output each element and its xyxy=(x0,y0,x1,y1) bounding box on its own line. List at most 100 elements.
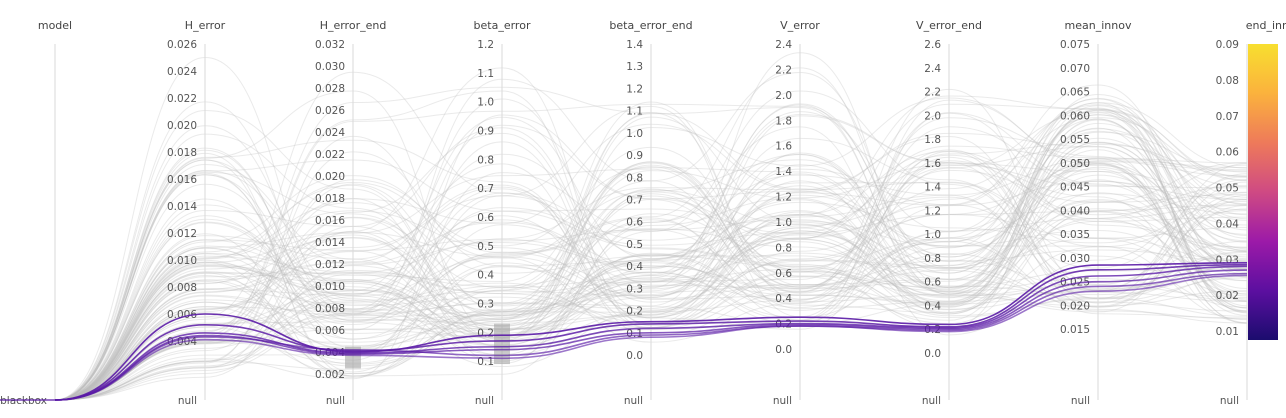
highlighted-run-line[interactable] xyxy=(54,262,1248,401)
background-run-line xyxy=(54,90,1248,401)
axis-V_error_end[interactable]: V_error_end0.00.20.40.60.81.01.21.41.61.… xyxy=(916,19,982,407)
tick-label: 0.4 xyxy=(775,293,792,305)
background-run-line xyxy=(54,128,1248,401)
axis-title: model xyxy=(38,19,72,32)
tick-label: 0.015 xyxy=(1060,324,1090,336)
background-run-line xyxy=(54,182,1248,401)
axis-H_error[interactable]: H_error0.0040.0060.0080.0100.0120.0140.0… xyxy=(167,19,226,407)
tick-label: 0.02 xyxy=(1216,290,1239,302)
background-run-line xyxy=(54,94,1248,401)
background-run-line xyxy=(54,146,1248,401)
tick-label: 1.0 xyxy=(626,128,643,140)
axis-H_error_end[interactable]: H_error_end0.0020.0040.0060.0080.0100.01… xyxy=(315,19,386,407)
tick-label: 0.2 xyxy=(477,327,494,339)
background-run-line xyxy=(54,216,1248,401)
background-run-line xyxy=(54,239,1248,401)
highlighted-run-line[interactable] xyxy=(54,263,1248,401)
background-run-line xyxy=(54,112,1248,401)
tick-label: 0.055 xyxy=(1060,134,1090,146)
tick-label: 0.06 xyxy=(1216,147,1240,159)
background-run-line xyxy=(54,159,1248,401)
background-run-line xyxy=(54,126,1248,401)
tick-label: 1.2 xyxy=(924,205,941,217)
tick-label: 0.6 xyxy=(775,268,792,280)
tick-label: 0.022 xyxy=(167,93,197,105)
tick-label: 0.1 xyxy=(477,356,494,368)
background-run-line xyxy=(54,112,1248,401)
axis-title: H_error xyxy=(185,19,226,32)
background-run-line xyxy=(54,151,1248,401)
tick-label: 0.075 xyxy=(1060,39,1090,51)
highlighted-run-line[interactable] xyxy=(54,274,1248,401)
tick-label: 0.050 xyxy=(1060,158,1090,170)
background-run-line xyxy=(54,164,1248,401)
colorbar xyxy=(1248,44,1278,340)
tick-label: 1.4 xyxy=(775,166,792,178)
background-run-line xyxy=(54,108,1248,401)
axis-title: mean_innov xyxy=(1065,19,1132,32)
axis-model[interactable]: model blackbox xyxy=(0,19,72,407)
tick-label: 1.2 xyxy=(477,39,494,51)
highlighted-run-line[interactable] xyxy=(54,272,1248,401)
background-run-line xyxy=(54,166,1248,401)
axis-beta_error[interactable]: beta_error 0.1 0.2 0.3 0.4 0.5 0.6 0.7 0.8 0.9 1.0… xyxy=(474,19,531,407)
tick-label: 2.2 xyxy=(924,87,941,99)
axis-end_innov[interactable]: end_innov0.010.020.030.040.050.060.070.0… xyxy=(1216,19,1286,407)
background-run-line xyxy=(54,114,1248,401)
tick-label: 0.04 xyxy=(1216,218,1240,230)
tick-label: 0.012 xyxy=(315,259,345,271)
tick-label: 1.3 xyxy=(626,61,643,73)
axis-brush-selection[interactable] xyxy=(494,323,510,365)
tick-label: 0.024 xyxy=(167,66,197,78)
category-label: blackbox xyxy=(0,395,47,407)
tick-label: 0.030 xyxy=(315,61,345,73)
background-run-line xyxy=(54,183,1248,401)
background-run-line xyxy=(54,142,1248,401)
tick-label: 0.028 xyxy=(315,83,345,95)
background-run-line xyxy=(54,137,1248,401)
tick-label: 0.3 xyxy=(626,283,643,295)
tick-label: 0.8 xyxy=(924,253,941,265)
tick-label: 0.9 xyxy=(477,126,494,138)
tick-label: 0.5 xyxy=(626,239,643,251)
tick-label: 0.016 xyxy=(315,215,345,227)
highlighted-run-line[interactable] xyxy=(54,265,1248,401)
axis-title: V_error xyxy=(780,19,820,32)
null-label: null xyxy=(1220,395,1239,407)
null-label: null xyxy=(922,395,941,407)
tick-label: 0.4 xyxy=(626,261,643,273)
background-run-line xyxy=(54,127,1248,401)
tick-label: 1.2 xyxy=(775,192,792,204)
axis-beta_error_end[interactable]: beta_error_end0.00.10.20.30.40.50.60.70.… xyxy=(609,19,692,407)
background-run-line xyxy=(54,84,1248,401)
axis-mean_innov[interactable]: mean_innov0.0150.0200.0250.0300.0350.040… xyxy=(1060,19,1132,407)
background-run-line xyxy=(54,90,1248,401)
background-run-line xyxy=(54,124,1248,401)
tick-label: 0.045 xyxy=(1060,182,1090,194)
background-run-line xyxy=(54,179,1248,401)
background-run-line xyxy=(54,156,1248,401)
tick-label: 0.5 xyxy=(477,241,494,253)
tick-label: 0.026 xyxy=(167,39,197,51)
axis-V_error[interactable]: V_error0.00.20.40.60.81.01.21.41.61.82.0… xyxy=(773,19,820,407)
background-run-line xyxy=(54,104,1248,401)
null-label: null xyxy=(624,395,643,407)
tick-label: 0.07 xyxy=(1216,111,1239,123)
background-run-line xyxy=(54,160,1248,401)
background-run-line xyxy=(54,103,1248,401)
tick-label: 0.065 xyxy=(1060,87,1090,99)
background-run-line xyxy=(54,193,1248,401)
tick-label: 0.014 xyxy=(167,201,197,213)
tick-label: 0.01 xyxy=(1216,326,1239,338)
tick-label: 0.010 xyxy=(167,255,197,267)
background-run-line xyxy=(54,164,1248,401)
background-run-line xyxy=(54,67,1248,401)
tick-label: 0.7 xyxy=(477,183,494,195)
tick-label: 1.6 xyxy=(924,158,941,170)
background-run-line xyxy=(54,147,1248,401)
background-run-line xyxy=(54,123,1248,401)
tick-label: 0.024 xyxy=(315,127,345,139)
background-run-line xyxy=(54,127,1248,401)
background-run-line xyxy=(54,105,1248,401)
